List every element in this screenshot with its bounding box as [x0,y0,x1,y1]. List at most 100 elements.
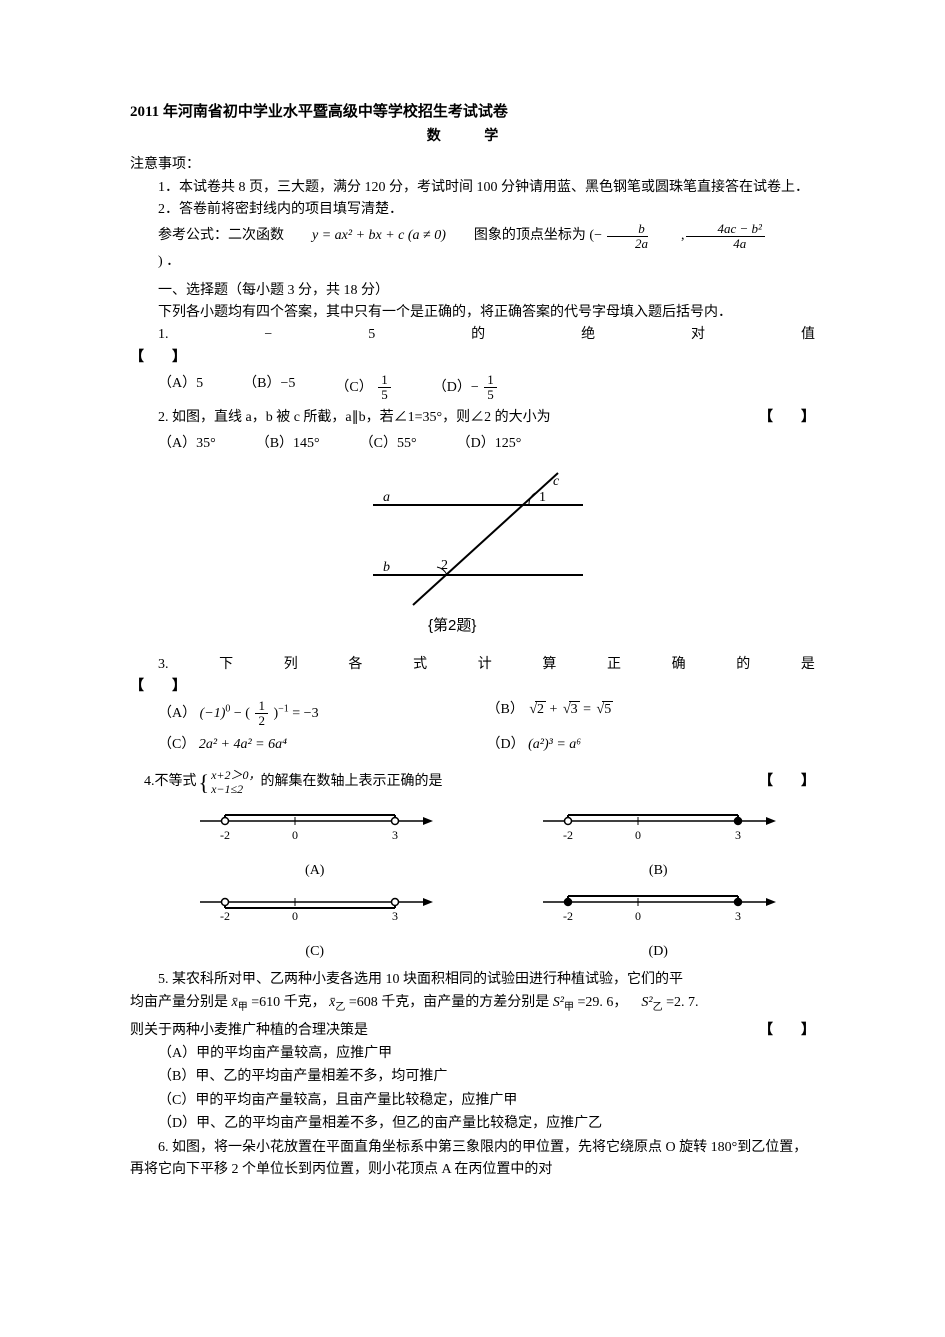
q3-char: 的 [736,654,750,676]
frac-den: 2 [255,714,268,728]
math: (a²)³ = a⁶ [528,737,581,752]
q3-bracket: 【 】 [130,676,815,698]
math: 2a² + 4a² = 6a⁴ [199,737,287,752]
q3: 3. 下 列 各 式 计 算 正 确 的 是 【 】 （A） (−1)0 − (… [130,654,815,757]
frac-den: 2a [604,237,651,251]
svg-text:-2: -2 [563,828,573,842]
q4-figB: -203(B) [502,806,816,883]
q1-optD: （D）− 15 [433,373,499,403]
label-c: c [553,474,560,489]
q5-optA: （A）甲的平均亩产量较高，应推广甲 [158,1043,815,1065]
formula-prefix: 参考公式：二次函数 [130,225,284,247]
numberline-A: -2 0 3 [195,806,435,852]
numberline-D: -203 [538,887,778,933]
q1-char: 的 [471,324,485,346]
q3-optB: （B） 2 + 3 = 5 [487,699,816,729]
q3-char: 各 [348,654,362,676]
q5-line2: 均亩产量分别是 x̄甲 =610 千克， x̄乙 =608 千克，亩产量的方差分… [130,992,815,1016]
q3-char: 式 [413,654,427,676]
q3-char: 正 [607,654,621,676]
svg-text:3: 3 [392,909,398,923]
sup: 0 [225,703,230,714]
sub: 乙 [335,1002,345,1013]
q3-char: 是 [801,654,815,676]
q5-optD: （D）甲、乙的平均亩产量相差不多，但乙的亩产量比较稳定，应推广乙 [158,1113,815,1135]
figC-label: (C) [158,941,472,963]
q3-char: 计 [478,654,492,676]
label-2: 2 [441,558,448,573]
svg-text:-2: -2 [220,909,230,923]
label-1: 1 [539,490,546,505]
notice-header: 注意事项： [130,154,815,176]
q4-pre: 4.不等式 [130,771,197,793]
opt-label: （C） [158,737,195,752]
figA-label: (A) [158,860,472,882]
q1-char: 绝 [581,324,595,346]
frac-num: 1 [484,373,497,388]
q2-figure: a b c 1 2 {第2题} [130,465,815,643]
q3-char: 算 [542,654,556,676]
q5-tail: 则关于两种小麦推广种植的合理决策是 [130,1020,368,1042]
q-label: 3. [158,654,169,676]
radicand: 2 [535,701,546,717]
q1: 1. − 5 的 绝 对 值 【 】 （A）5 （B）−5 （C） 15 （D）… [130,324,815,402]
val: =608 千克，亩产量的方差分别是 [349,995,553,1010]
sys-bot: x−1≤2 [211,782,260,796]
sub: 乙 [653,1002,663,1013]
q1-bracket: 【 】 [130,347,815,369]
svg-text:0: 0 [292,909,298,923]
q1-char: 5 [368,324,375,346]
math: (−1) [200,706,226,721]
q5-line1: 5. 某农科所对甲、乙两种小麦各选用 10 块面积相同的试验田进行种植试验，它们… [130,969,815,991]
q4-system: x+2＞0， x−1≤2 [211,768,260,797]
frac-den: 4a [702,237,749,251]
val: =29. 6， [574,995,627,1010]
line-c [413,473,558,605]
q3-optA: （A） (−1)0 − ( 12 )−1 = −3 [158,699,487,729]
q3-stem: 3. 下 列 各 式 计 算 正 确 的 是 [130,654,815,676]
formula-sep: , [653,225,685,247]
q1-optA: （A）5 [158,373,203,403]
radicand: 3 [569,701,580,717]
q3-char: 确 [672,654,686,676]
formula-end: ) ． [130,251,180,273]
q2-optA: （A）35° [158,433,216,455]
q4: 4.不等式 { x+2＞0， x−1≤2 的解集在数轴上表示正确的是 【 】 -… [130,765,815,964]
frac-den: 5 [484,388,497,402]
svg-text:3: 3 [735,909,741,923]
frac-num: 4ac − b² [686,222,764,237]
label-a: a [383,490,390,505]
q3-optD: （D） (a²)³ = a⁶ [487,734,816,756]
q5-optC: （C）甲的平均亩产量较高，且亩产量比较稳定，应推广甲 [158,1090,815,1112]
q4-figD: -203 (D) [502,887,816,964]
q1-optC-label: （C） [335,380,372,395]
paper-title: 2011 年河南省初中学业水平暨高级中等学校招生考试试卷 [130,100,815,124]
math: + [550,702,561,717]
q2-optD: （D）125° [457,433,522,455]
math: − ( [234,706,250,721]
svg-text:3: 3 [392,828,398,842]
q5: 5. 某农科所对甲、乙两种小麦各选用 10 块面积相同的试验田进行种植试验，它们… [130,969,815,1135]
q4-figC: -2 0 3 (C) [158,887,472,964]
brace-icon: { [199,765,210,800]
label-b: b [383,560,390,575]
notice-1: 1．本试卷共 8 页，三大题，满分 120 分，考试时间 100 分钟请用蓝、黑… [130,177,815,199]
q2-svg: a b c 1 2 {第2题} [353,465,593,635]
figD-label: (D) [502,941,816,963]
radicand: 5 [602,701,613,717]
q2: 2. 如图，直线 a，b 被 c 所截，a∥b，若∠1=35°，则∠2 的大小为… [130,407,815,644]
svg-text:3: 3 [735,828,741,842]
q1-optC: （C） 15 [335,373,392,403]
frac-num: 1 [378,373,391,388]
frac-num: b [607,222,648,237]
math: = −3 [292,706,318,721]
svg-text:0: 0 [292,828,298,842]
formula-expr: y = ax² + bx + c (a ≠ 0) [284,225,446,247]
val: =610 千克， [251,995,325,1010]
q1-stem: 1. − 5 的 绝 对 值 [130,324,815,346]
svg-text:-2: -2 [220,828,230,842]
sys-top: x+2＞0， [211,768,260,782]
q2-caption: {第2题} [428,616,476,634]
svg-text:-2: -2 [563,909,573,923]
frac-den: 5 [378,388,391,402]
